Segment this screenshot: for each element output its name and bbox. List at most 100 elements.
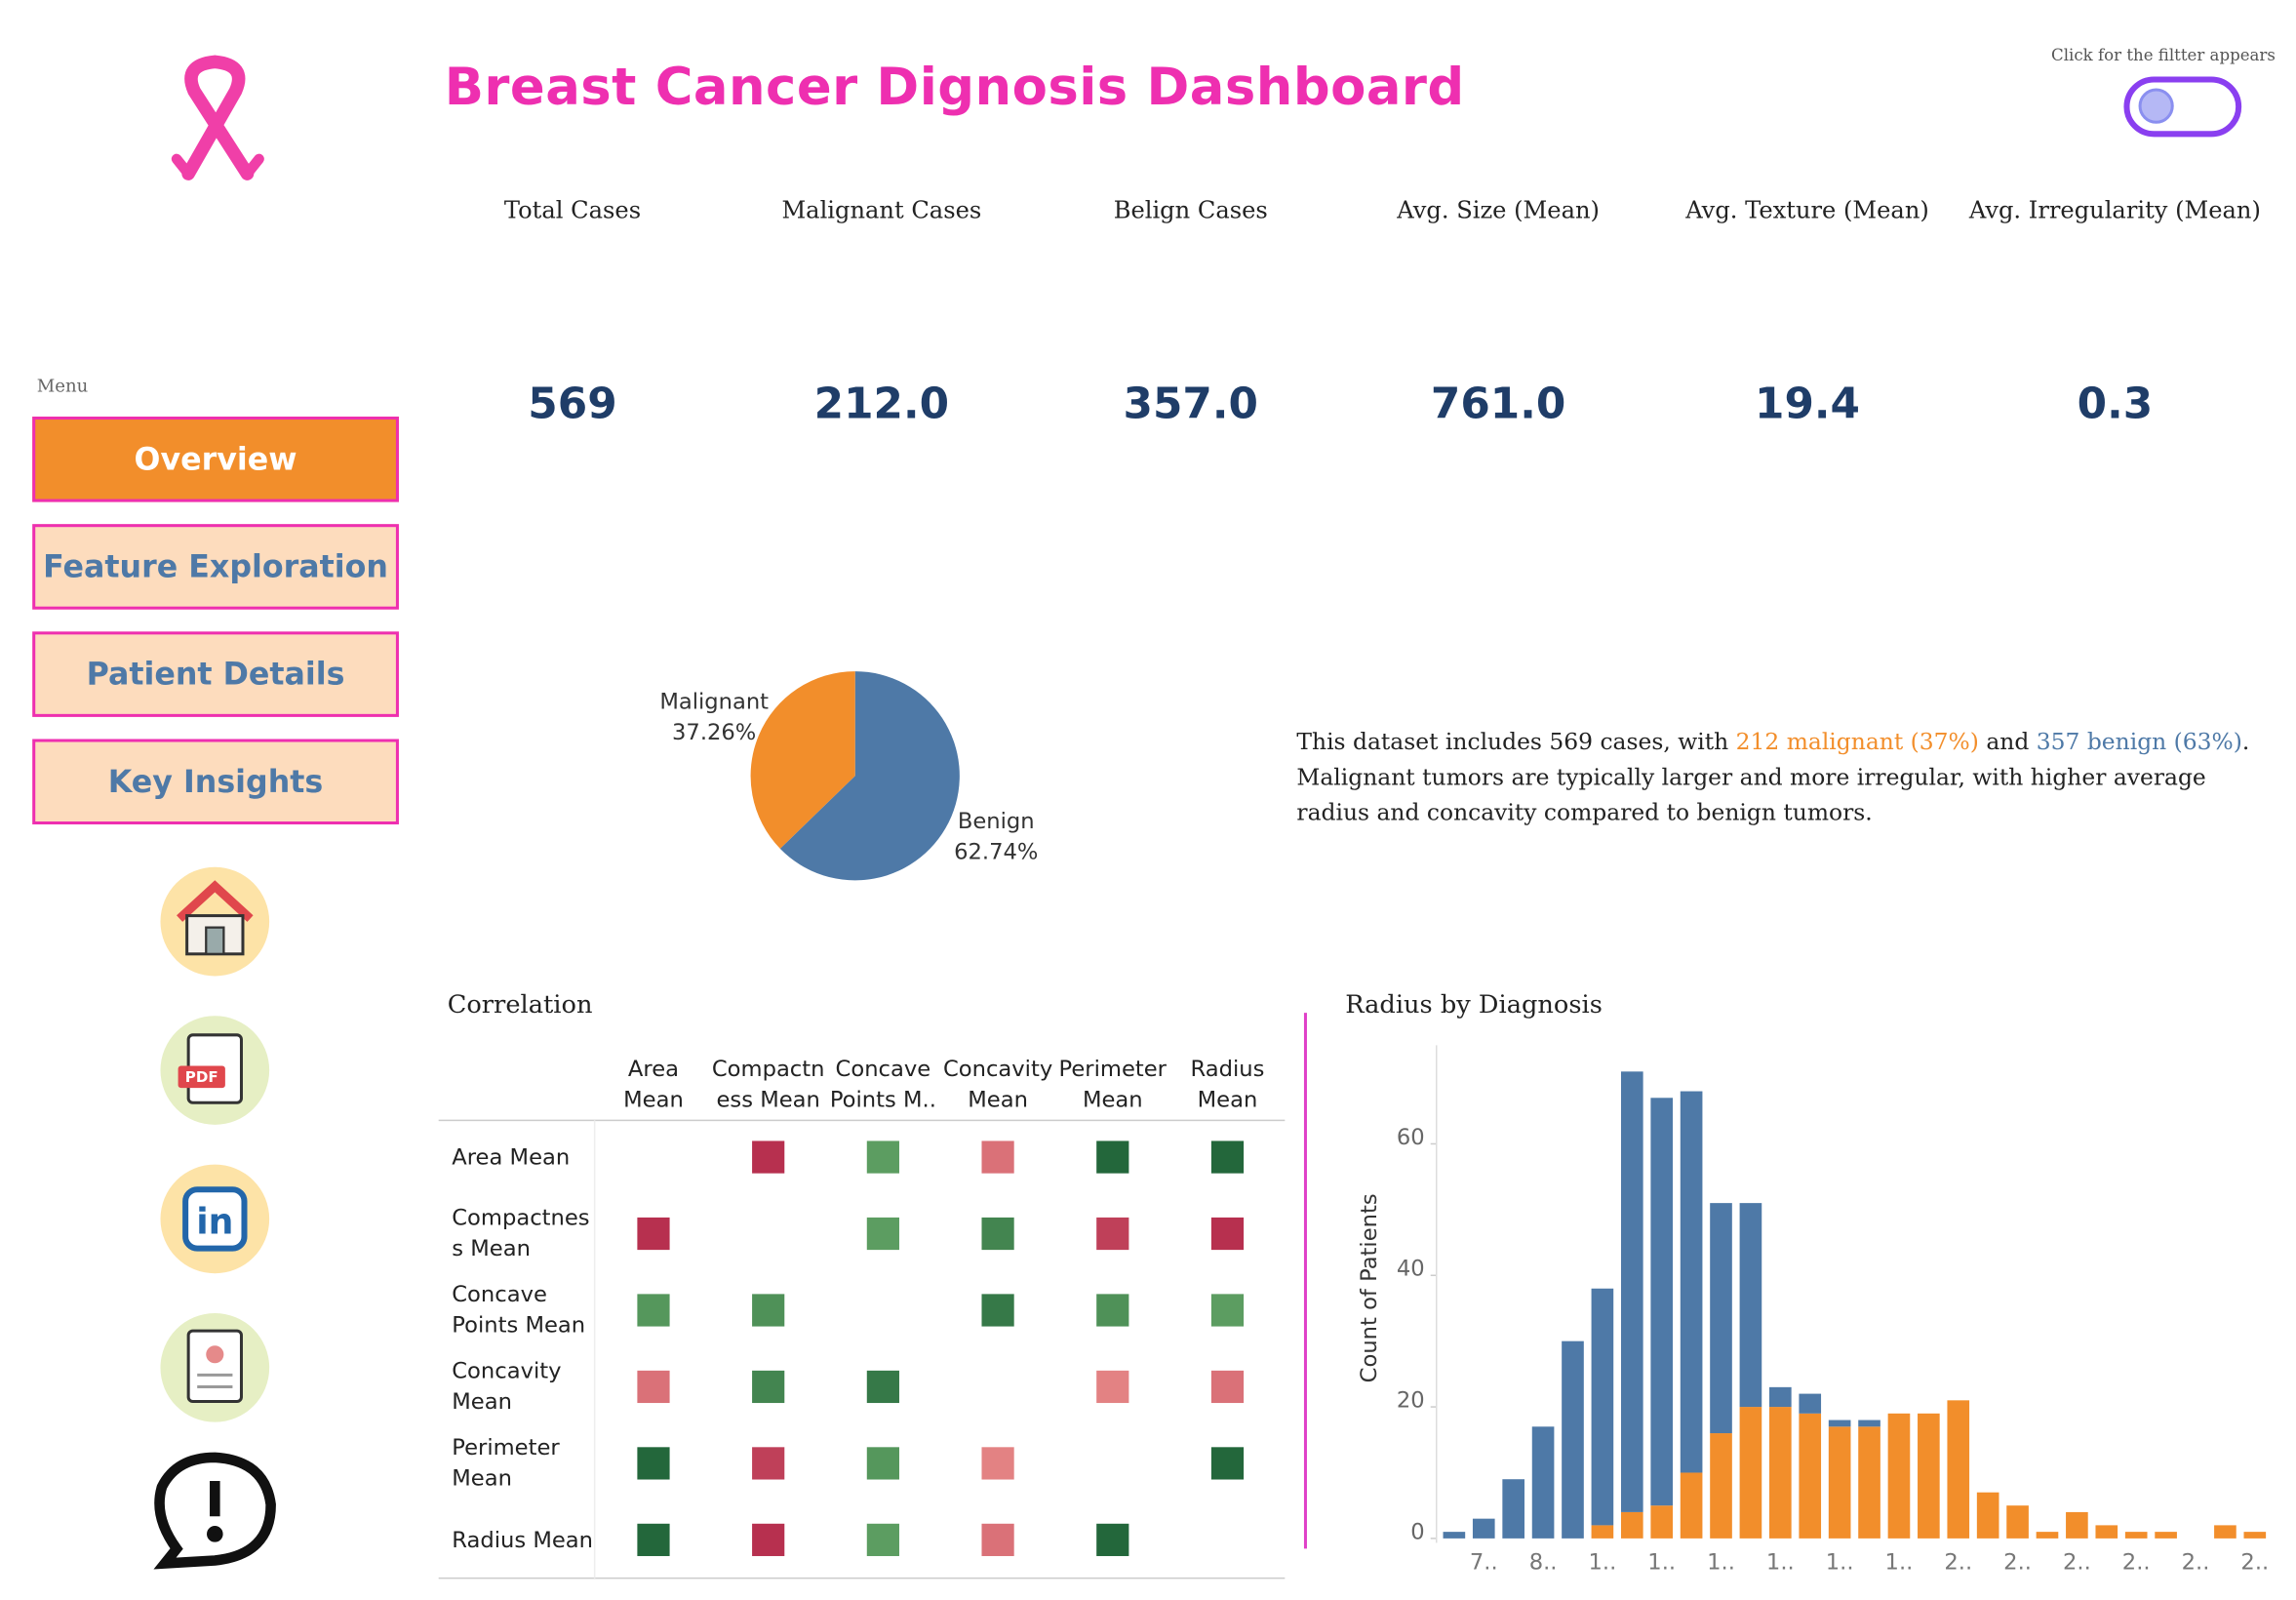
summary-highlight: 357 benign (63%) — [2036, 728, 2242, 756]
bar-segment — [2243, 1532, 2267, 1539]
x-tick-label: 1.. — [1885, 1550, 1914, 1576]
linkedin-icon[interactable]: in — [160, 1164, 270, 1274]
column-label: Concave Points M.. — [829, 1055, 936, 1113]
dashboard-title: Breast Cancer Dignosis Dashboard — [444, 59, 1465, 118]
pie-value-label: 62.74% — [954, 840, 1038, 865]
kpi-value: 0.3 — [2077, 378, 2154, 429]
row-label: Concave Points Mean — [452, 1280, 586, 1339]
row-label: Perimeter Mean — [452, 1433, 560, 1492]
bar-chart-title: Radius by Diagnosis — [1345, 990, 1603, 1020]
y-tick-label: 40 — [1397, 1257, 1425, 1282]
kpi-label: Belign Cases — [1113, 195, 1268, 224]
heatmap-cell — [752, 1370, 785, 1404]
column-label: Concavity Mean — [942, 1055, 1053, 1113]
bar-segment — [1799, 1393, 1822, 1414]
kpi-value: 761.0 — [1430, 378, 1566, 429]
y-tick-label: 60 — [1397, 1125, 1425, 1150]
x-tick-label: 1.. — [1707, 1550, 1735, 1576]
home-icon[interactable] — [160, 866, 270, 977]
menu-button[interactable]: Patient Details — [32, 631, 399, 717]
resume-icon[interactable] — [160, 1313, 270, 1422]
menu-button[interactable]: Key Insights — [32, 739, 399, 825]
heatmap-cell — [752, 1447, 785, 1480]
bar-segment — [2155, 1532, 2177, 1539]
filter-toggle[interactable] — [2123, 76, 2242, 138]
svg-text:PDF: PDF — [185, 1068, 218, 1086]
heatmap-cell — [866, 1217, 899, 1251]
bar-segment — [1472, 1518, 1495, 1539]
bar-segment — [1443, 1532, 1466, 1539]
heatmap-cell — [1210, 1217, 1245, 1251]
heatmap-cell — [752, 1140, 785, 1174]
x-tick-label: 1.. — [1826, 1550, 1854, 1576]
heatmap-cell — [866, 1447, 899, 1480]
bar-segment — [1650, 1098, 1674, 1506]
y-axis-title: Count of Patients — [1357, 1193, 1382, 1382]
bar-segment — [1858, 1420, 1880, 1427]
heatmap-cell — [1210, 1140, 1245, 1174]
kpi-label: Avg. Irregularity (Mean) — [1968, 195, 2261, 224]
bar-segment — [1710, 1433, 1732, 1539]
heatmap-cell — [637, 1447, 670, 1480]
x-tick-label: 7.. — [1470, 1550, 1498, 1576]
column-label: Perimeter Mean — [1058, 1055, 1168, 1113]
bar-segment — [2036, 1532, 2059, 1539]
heatmap-cell — [1210, 1447, 1245, 1480]
bar-segment — [1828, 1420, 1851, 1427]
heatmap-cell — [866, 1140, 899, 1174]
bar-segment — [1650, 1505, 1674, 1539]
heatmap-cell — [637, 1217, 670, 1251]
bar-segment — [1976, 1492, 1999, 1539]
y-tick-label: 0 — [1410, 1519, 1424, 1544]
column-label: Compactness Mean — [711, 1055, 825, 1113]
svg-text:in: in — [196, 1201, 233, 1243]
bar-segment — [1562, 1340, 1584, 1539]
summary-text: This dataset includes 569 cases, with 21… — [1296, 724, 2268, 830]
x-tick-label: 8.. — [1529, 1550, 1558, 1576]
heatmap-cell — [1096, 1217, 1129, 1251]
bar-segment — [1769, 1407, 1792, 1539]
row-label: Radius Mean — [452, 1526, 594, 1553]
pie-slice — [750, 671, 855, 849]
pdf-icon[interactable]: PDF — [160, 1016, 270, 1125]
row-label: Compactness Mean — [452, 1204, 590, 1262]
bar-chart: 0 20 40 60 Count of Patients 7.. 8.. 1.. 1.. 1.. 1… — [1357, 1045, 2269, 1576]
kpi-label: Avg. Texture (Mean) — [1685, 195, 1929, 224]
menu-button[interactable]: Feature Exploration — [32, 524, 399, 610]
heatmap-cell — [866, 1370, 899, 1404]
filter-hint: Click for the filtter appears — [2051, 45, 2276, 65]
heatmap-cell — [981, 1523, 1014, 1556]
heatmap-cell — [981, 1447, 1014, 1480]
bar-segment — [1739, 1203, 1762, 1408]
bar-segment — [1828, 1426, 1851, 1539]
kpi-label: Avg. Size (Mean) — [1397, 195, 1600, 224]
x-tick-label: 2.. — [2240, 1550, 2269, 1576]
bar-segment — [2066, 1511, 2088, 1539]
heatmap-cell — [981, 1217, 1014, 1251]
bar-segment — [1502, 1479, 1524, 1539]
pie-label: Malignant — [659, 690, 769, 715]
x-tick-label: 1.. — [1766, 1550, 1795, 1576]
heatmap-cell — [752, 1523, 785, 1556]
kpi-value: 357.0 — [1123, 378, 1258, 429]
alert-icon[interactable] — [153, 1452, 276, 1570]
summary-text: and — [1978, 728, 2037, 756]
bar-segment — [1710, 1203, 1732, 1434]
bar-segment — [1947, 1400, 1970, 1539]
pie-label: Benign — [958, 809, 1035, 834]
bar-segment — [1858, 1426, 1880, 1539]
row-label: Concavity Mean — [452, 1357, 562, 1416]
menu-button[interactable]: Overview — [32, 417, 399, 502]
bar-segment — [1887, 1413, 1911, 1539]
heatmap-cell — [637, 1294, 670, 1327]
x-tick-label: 2.. — [2182, 1550, 2210, 1576]
heatmap-cell — [752, 1294, 785, 1327]
heatmap-cell — [1210, 1294, 1245, 1327]
kpi-value: 19.4 — [1755, 378, 1861, 429]
ribbon-logo — [171, 55, 264, 180]
pie-value-label: 37.26% — [672, 720, 756, 745]
heatmap-cell — [981, 1140, 1014, 1174]
